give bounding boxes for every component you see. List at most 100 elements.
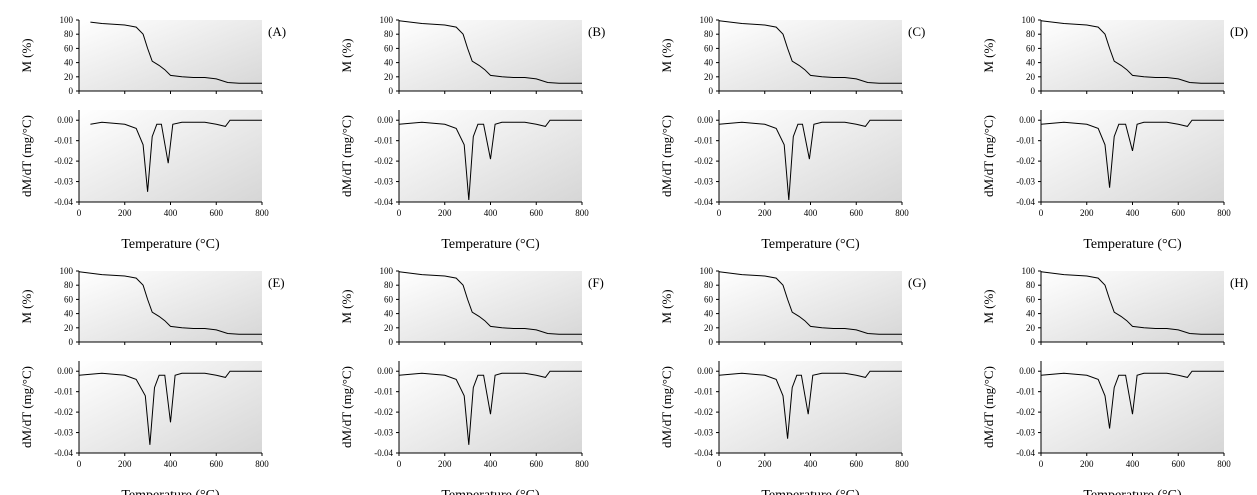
mass-curve [398,20,582,84]
mass-y-tick-label: 80 [1026,280,1036,290]
mass-y-tick-label: 0 [1031,86,1036,96]
rate-axis-label: dM/dT (mg/°C) [339,366,354,448]
rate-curve [1040,370,1224,429]
rate-axis-label: dM/dT (mg/°C) [981,115,996,197]
rate-y-tick-label: -0.04 [1016,448,1035,458]
rate-curve [718,370,902,439]
x-tick-label: 400 [1126,208,1140,218]
x-tick-label: 200 [758,459,772,469]
rate-plot-area [399,361,582,453]
mass-y-tick-label: 20 [64,72,74,82]
rate-plot-area [79,361,262,453]
panel-label: (D) [1230,24,1248,39]
x-tick-label: 200 [758,208,772,218]
rate-plot-area [1041,110,1224,202]
x-tick-label: 0 [1039,208,1044,218]
panel-label: (B) [588,24,605,39]
rate-y-tick-label: -0.04 [54,448,73,458]
mass-y-tick-label: 80 [704,29,714,39]
x-tick-label: 800 [895,208,909,218]
mass-y-tick-label: 40 [384,309,394,319]
panel-label: (G) [908,275,926,290]
mass-y-tick-label: 20 [384,323,394,333]
mass-axis-label: M (%) [981,289,996,323]
mass-y-tick-label: 100 [1022,15,1036,25]
x-tick-label: 200 [1080,459,1094,469]
x-tick-label: 800 [575,459,589,469]
mass-y-tick-label: 0 [389,86,394,96]
rate-y-tick-label: -0.01 [374,136,393,146]
mass-curve [90,21,262,84]
rate-axis-label: dM/dT (mg/°C) [339,115,354,197]
mass-plot-area [1041,271,1224,342]
mass-plot-area [399,20,582,91]
rate-y-tick-label: -0.01 [54,387,73,397]
x-tick-label: 600 [210,208,224,218]
x-tick-label: 800 [255,208,269,218]
rate-y-tick-label: -0.03 [54,177,73,187]
x-tick-label: 0 [77,459,82,469]
x-tick-label: 200 [118,459,132,469]
rate-y-tick-label: -0.03 [374,177,393,187]
panel-g: 0 20 40 60 80 100 M (%) (G) 0.00 -0.01 -0.02 -0.03 -… [659,266,926,495]
rate-y-tick-label: -0.03 [694,428,713,438]
panel-b: 0 20 40 60 80 100 M (%) (B) 0.00 -0.01 -0.02 -0.03 -… [339,15,605,252]
mass-y-tick-label: 0 [69,337,74,347]
mass-axis-label: M (%) [659,38,674,72]
mass-y-tick-label: 100 [60,15,74,25]
mass-axis-label: M (%) [19,289,34,323]
panel-d: 0 20 40 60 80 100 M (%) (D) 0.00 -0.01 -0.02 -0.03 -… [981,15,1248,252]
panel-h: 0 20 40 60 80 100 M (%) (H) 0.00 -0.01 -0.02 -0.03 -… [981,266,1248,495]
rate-y-tick-label: -0.01 [1016,387,1035,397]
x-axis-label: Temperature (°C) [761,237,860,252]
rate-axis-label: dM/dT (mg/°C) [19,115,34,197]
rate-y-tick-label: -0.03 [1016,177,1035,187]
rate-y-tick-label: 0.00 [697,366,713,376]
panel-label: (E) [268,275,285,290]
panel-label: (F) [588,275,604,290]
rate-y-tick-label: 0.00 [57,115,73,125]
rate-y-tick-label: 0.00 [1019,366,1035,376]
rate-y-tick-label: -0.01 [694,387,713,397]
x-tick-label: 0 [397,208,402,218]
rate-y-tick-label: 0.00 [377,115,393,125]
mass-y-tick-label: 0 [709,337,714,347]
rate-plot-area [79,110,262,202]
x-tick-label: 800 [1217,459,1231,469]
x-axis-label: Temperature (°C) [441,488,540,495]
rate-y-tick-label: -0.04 [374,197,393,207]
panel-e: 0 20 40 60 80 100 M (%) (E) 0.00 -0.01 -0.02 -0.03 -… [19,266,285,495]
x-axis-label: Temperature (°C) [1083,488,1182,495]
rate-y-tick-label: 0.00 [57,366,73,376]
x-tick-label: 400 [804,208,818,218]
mass-curve [718,271,902,335]
mass-y-tick-label: 20 [704,323,714,333]
x-tick-label: 200 [1080,208,1094,218]
rate-y-tick-label: -0.01 [694,136,713,146]
mass-axis-label: M (%) [19,38,34,72]
rate-curve [718,119,902,201]
mass-y-tick-label: 100 [1022,266,1036,276]
rate-axis-label: dM/dT (mg/°C) [19,366,34,448]
rate-y-tick-label: -0.01 [374,387,393,397]
x-tick-label: 600 [1172,459,1186,469]
x-tick-label: 0 [77,208,82,218]
mass-plot-area [719,271,902,342]
mass-y-tick-label: 40 [384,58,394,68]
rate-y-tick-label: -0.03 [694,177,713,187]
rate-y-tick-label: -0.02 [374,407,393,417]
mass-y-tick-label: 100 [380,15,394,25]
x-axis-label: Temperature (°C) [121,237,220,252]
rate-y-tick-label: -0.03 [374,428,393,438]
mass-axis-label: M (%) [339,289,354,323]
x-tick-label: 400 [804,459,818,469]
rate-y-tick-label: -0.02 [694,407,713,417]
rate-y-tick-label: -0.02 [54,407,73,417]
x-tick-label: 400 [1126,459,1140,469]
x-tick-label: 0 [397,459,402,469]
mass-axis-label: M (%) [339,38,354,72]
rate-curve [78,370,262,445]
rate-y-tick-label: -0.03 [1016,428,1035,438]
mass-y-tick-label: 60 [1026,294,1036,304]
mass-plot-area [399,271,582,342]
